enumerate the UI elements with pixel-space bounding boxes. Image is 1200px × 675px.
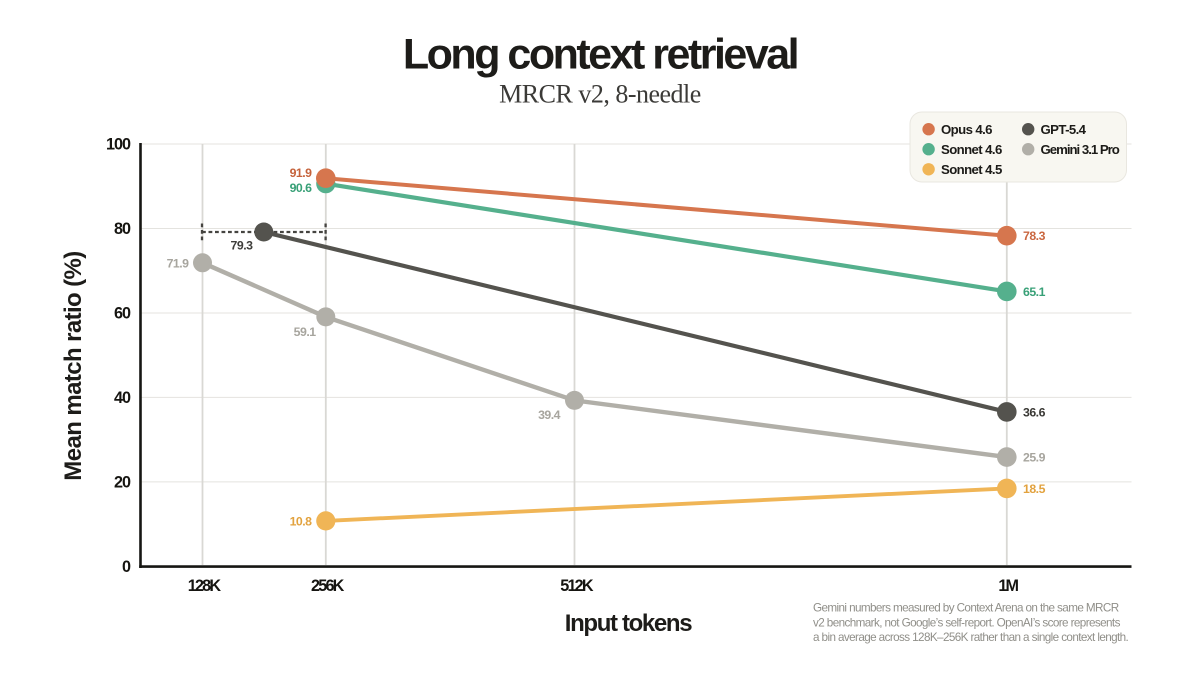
svg-text:90.6: 90.6 [290, 181, 313, 195]
svg-text:v2 benchmark, not Google’s sel: v2 benchmark, not Google’s self-report. … [813, 616, 1121, 629]
svg-text:Opus 4.6: Opus 4.6 [941, 122, 992, 137]
svg-text:59.1: 59.1 [294, 325, 317, 339]
svg-text:GPT-5.4: GPT-5.4 [1041, 122, 1087, 137]
svg-text:Gemini 3.1 Pro: Gemini 3.1 Pro [1041, 142, 1120, 157]
svg-text:20: 20 [114, 474, 131, 492]
svg-text:18.5: 18.5 [1023, 482, 1046, 496]
svg-text:10.8: 10.8 [290, 514, 313, 528]
svg-text:100: 100 [106, 136, 131, 154]
svg-text:78.3: 78.3 [1023, 229, 1046, 243]
svg-text:25.9: 25.9 [1023, 451, 1046, 465]
svg-text:128K: 128K [188, 577, 222, 595]
svg-text:MRCR v2, 8-needle: MRCR v2, 8-needle [499, 80, 701, 109]
svg-text:Gemini numbers measured by Con: Gemini numbers measured by Context Arena… [813, 602, 1119, 615]
svg-text:Sonnet 4.6: Sonnet 4.6 [941, 142, 1002, 157]
svg-text:a bin average across 128K–256K: a bin average across 128K–256K rather th… [813, 631, 1129, 644]
svg-text:71.9: 71.9 [167, 256, 190, 270]
svg-text:91.9: 91.9 [290, 166, 313, 180]
svg-text:36.6: 36.6 [1023, 405, 1046, 419]
svg-text:80: 80 [114, 220, 131, 238]
svg-text:Long context retrieval: Long context retrieval [403, 31, 797, 79]
svg-text:79.3: 79.3 [231, 239, 254, 253]
svg-text:1M: 1M [998, 577, 1018, 595]
svg-text:39.4: 39.4 [538, 408, 561, 422]
svg-text:65.1: 65.1 [1023, 285, 1046, 299]
svg-text:Input tokens: Input tokens [565, 610, 692, 637]
svg-text:256K: 256K [311, 577, 345, 595]
svg-text:Sonnet 4.5: Sonnet 4.5 [941, 162, 1002, 177]
svg-text:0: 0 [122, 558, 131, 576]
svg-text:Mean match ratio (%): Mean match ratio (%) [60, 251, 87, 480]
svg-text:40: 40 [114, 389, 131, 407]
svg-text:512K: 512K [560, 577, 594, 595]
svg-text:60: 60 [114, 305, 131, 323]
